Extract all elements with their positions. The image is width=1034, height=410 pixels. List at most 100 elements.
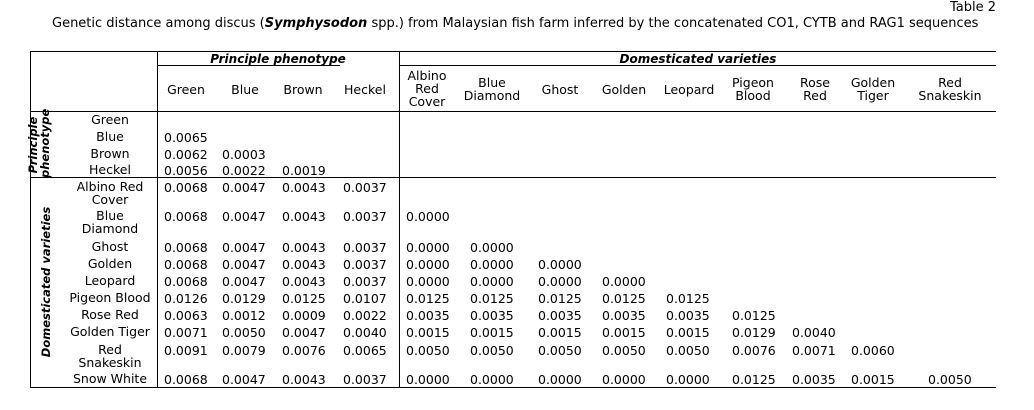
- distance-value: 0.0015: [470, 325, 514, 340]
- row-header: Golden: [87, 256, 133, 271]
- distance-value: 0.0000: [406, 240, 450, 255]
- domesticated-varieties-side-label: Domesticated varieties: [39, 206, 53, 358]
- distance-value: 0.0125: [602, 291, 646, 306]
- distance-value: 0.0125: [666, 291, 710, 306]
- row-header: Ghost: [91, 239, 129, 254]
- column-header: Leopard: [663, 82, 715, 97]
- row-header: Leopard: [84, 273, 136, 288]
- column-header: Albino Red Cover: [407, 68, 447, 109]
- distance-value: 0.0000: [406, 257, 450, 272]
- distance-value: 0.0022: [343, 308, 387, 323]
- row-header: Brown: [90, 146, 130, 161]
- stub-divider: [157, 51, 158, 387]
- distance-value: 0.0040: [343, 325, 387, 340]
- distance-value: 0.0068: [164, 372, 208, 387]
- distance-value: 0.0035: [470, 308, 514, 323]
- distance-value: 0.0019: [282, 163, 326, 178]
- distance-value: 0.0037: [343, 240, 387, 255]
- distance-value: 0.0125: [406, 291, 450, 306]
- row-header: Green: [91, 112, 129, 127]
- column-header: Brown: [283, 82, 323, 97]
- distance-value: 0.0000: [406, 209, 450, 224]
- distance-value: 0.0047: [222, 257, 266, 272]
- distance-value: 0.0107: [343, 291, 387, 306]
- distance-value: 0.0015: [666, 325, 710, 340]
- distance-value: 0.0125: [282, 291, 326, 306]
- distance-value: 0.0060: [851, 343, 895, 358]
- distance-value: 0.0047: [222, 274, 266, 289]
- row-header: Heckel: [89, 162, 131, 177]
- column-header: Golden: [601, 82, 647, 97]
- distance-value: 0.0062: [164, 147, 208, 162]
- distance-value: 0.0047: [222, 209, 266, 224]
- distance-value: 0.0015: [602, 325, 646, 340]
- distance-value: 0.0003: [222, 147, 266, 162]
- distance-value: 0.0065: [343, 343, 387, 358]
- column-header: Rose Red: [800, 75, 830, 103]
- distance-value: 0.0050: [406, 343, 450, 358]
- distance-value: 0.0000: [538, 372, 582, 387]
- row-header: Red Snakeskin: [78, 342, 142, 370]
- distance-value: 0.0043: [282, 257, 326, 272]
- distance-value: 0.0040: [792, 325, 836, 340]
- principle-phenotype-side-label: Principle phenotype: [26, 108, 52, 178]
- row-header: Pigeon Blood: [69, 290, 151, 305]
- distance-value: 0.0065: [164, 130, 208, 145]
- principle-phenotype-heading: Principle phenotype: [210, 52, 346, 66]
- distance-value: 0.0000: [470, 274, 514, 289]
- column-header: Blue Diamond: [463, 75, 521, 103]
- distance-value: 0.0071: [164, 325, 208, 340]
- distance-value: 0.0035: [602, 308, 646, 323]
- distance-value: 0.0050: [602, 343, 646, 358]
- distance-value: 0.0000: [602, 372, 646, 387]
- distance-value: 0.0000: [406, 372, 450, 387]
- row-header: Snow White: [72, 371, 148, 386]
- distance-value: 0.0015: [538, 325, 582, 340]
- row-header: Blue Diamond: [81, 208, 139, 236]
- distance-value: 0.0063: [164, 308, 208, 323]
- distance-value: 0.0000: [538, 257, 582, 272]
- table-caption: Genetic distance among discus (Symphysod…: [52, 16, 979, 31]
- distance-value: 0.0043: [282, 240, 326, 255]
- distance-value: 0.0000: [470, 240, 514, 255]
- row-header: Albino Red Cover: [76, 179, 144, 207]
- distance-value: 0.0068: [164, 240, 208, 255]
- distance-value: 0.0076: [282, 343, 326, 358]
- distance-value: 0.0047: [222, 372, 266, 387]
- distance-value: 0.0076: [732, 343, 776, 358]
- distance-value: 0.0037: [343, 274, 387, 289]
- distance-value: 0.0043: [282, 209, 326, 224]
- distance-value: 0.0050: [666, 343, 710, 358]
- distance-value: 0.0000: [406, 274, 450, 289]
- distance-value: 0.0000: [470, 257, 514, 272]
- distance-value: 0.0071: [792, 343, 836, 358]
- distance-value: 0.0035: [792, 372, 836, 387]
- column-header: Ghost: [541, 82, 579, 97]
- distance-value: 0.0000: [602, 274, 646, 289]
- left-border: [30, 51, 31, 387]
- column-header: Blue: [231, 82, 259, 97]
- column-header: Heckel: [344, 82, 386, 97]
- distance-value: 0.0035: [406, 308, 450, 323]
- distance-value: 0.0035: [666, 308, 710, 323]
- header-rule: [30, 111, 996, 112]
- column-header: Red Snakeskin: [918, 75, 982, 103]
- distance-value: 0.0043: [282, 180, 326, 195]
- distance-value: 0.0050: [222, 325, 266, 340]
- distance-value: 0.0125: [732, 308, 776, 323]
- distance-value: 0.0056: [164, 163, 208, 178]
- row-header: Blue: [96, 129, 124, 144]
- column-header: Golden Tiger: [850, 75, 896, 103]
- distance-value: 0.0000: [538, 274, 582, 289]
- distance-value: 0.0035: [538, 308, 582, 323]
- distance-value: 0.0125: [732, 372, 776, 387]
- distance-value: 0.0047: [222, 240, 266, 255]
- distance-value: 0.0068: [164, 209, 208, 224]
- distance-value: 0.0079: [222, 343, 266, 358]
- row-header: Golden Tiger: [70, 324, 150, 339]
- distance-value: 0.0068: [164, 180, 208, 195]
- domesticated-varieties-heading: Domesticated varieties: [619, 52, 777, 66]
- distance-value: 0.0050: [928, 372, 972, 387]
- distance-value: 0.0043: [282, 274, 326, 289]
- group-divider: [399, 51, 400, 387]
